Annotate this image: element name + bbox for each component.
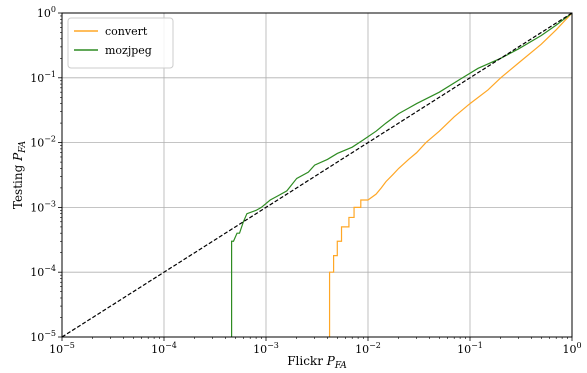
series-line-convert <box>328 13 572 337</box>
x-tick-label-0: 10−5 <box>49 341 75 356</box>
x-tick-label-2: 10−3 <box>253 341 279 356</box>
x-tick-label-3: 10−2 <box>355 341 381 356</box>
y-tick-label-3: 10−2 <box>30 135 56 150</box>
y-tick-label-0: 10−5 <box>30 329 56 344</box>
series-line-diagonal-reference <box>62 13 572 337</box>
y-tick-label-2: 10−3 <box>30 199 56 214</box>
x-tick-label-4: 10−1 <box>457 341 483 356</box>
series-line-mozjpeg <box>231 13 572 337</box>
x-tick-label-5: 100 <box>562 341 581 356</box>
tick-labels: 10−5 10−4 10−3 10−2 10−1 100 10−5 10−4 10−3 10−2 1… <box>30 5 581 356</box>
series-layer <box>62 13 572 337</box>
y-tick-label-5: 100 <box>37 5 56 20</box>
legend-label-convert: convert <box>105 25 148 38</box>
legend-label-mozjpeg: mozjpeg <box>105 44 152 57</box>
y-axis-label: Testing PFA <box>11 140 28 209</box>
y-tick-label-1: 10−4 <box>30 264 56 279</box>
y-tick-label-4: 10−1 <box>30 70 56 85</box>
legend: convert mozjpeg <box>67 17 174 69</box>
x-axis-label: Flickr PFA <box>287 354 347 371</box>
ticks <box>58 12 573 341</box>
x-tick-label-1: 10−4 <box>151 341 177 356</box>
plot-frame <box>61 12 573 338</box>
